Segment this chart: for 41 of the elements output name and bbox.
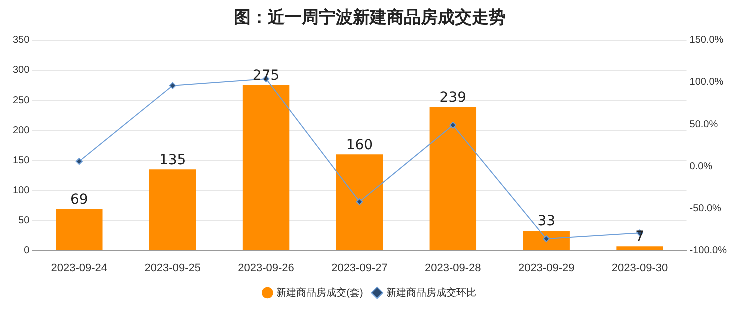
y-tick-label: 350 (12, 35, 30, 46)
bar (149, 170, 196, 250)
y2-tick-label: 50.0% (690, 119, 718, 130)
x-tick-label: 2023-09-29 (518, 262, 575, 274)
y-tick-label: 0 (24, 246, 30, 257)
x-tick-label: 2023-09-26 (238, 262, 294, 274)
data-label: 135 (159, 152, 186, 168)
x-tick-label: 2023-09-24 (51, 262, 108, 274)
data-label: 160 (346, 137, 374, 154)
legend-label: 新建商品房成交(套) (276, 286, 364, 299)
y2-tick-label: -50.0% (690, 203, 722, 214)
y-tick-label: 100 (12, 185, 30, 196)
y2-tick-label: 100.0% (690, 77, 724, 88)
bar (242, 85, 290, 250)
x-tick-label: 2023-09-27 (332, 262, 388, 274)
point (356, 198, 364, 206)
y-tick-label: 250 (12, 95, 30, 106)
legend-label: 新建商品房成交环比 (386, 286, 476, 299)
x-tick-label: 2023-09-30 (612, 262, 668, 274)
chart-title: 图：近一周宁波新建商品房成交走势 (234, 8, 506, 27)
data-label: 69 (70, 192, 88, 208)
y-tick-label: 150 (12, 155, 30, 166)
x-tick-label: 2023-09-25 (144, 262, 201, 274)
y-tick-label: 200 (12, 125, 30, 136)
bar (56, 209, 103, 250)
data-label: 33 (538, 214, 556, 230)
y-tick-label: 50 (18, 215, 30, 226)
point (169, 82, 176, 90)
y2-tick-label: 150.0% (690, 35, 724, 46)
x-tick-label: 2023-09-28 (425, 262, 482, 274)
point (76, 158, 83, 166)
bar (616, 246, 664, 250)
point (543, 236, 550, 243)
data-label: 239 (440, 90, 467, 106)
point (450, 122, 457, 129)
bar (336, 154, 384, 250)
y2-tick-label: -100.0% (690, 246, 728, 257)
bar (430, 107, 477, 250)
y-tick-label: 300 (12, 65, 30, 76)
y2-tick-label: 0.0% (690, 161, 713, 172)
bar (523, 230, 570, 250)
